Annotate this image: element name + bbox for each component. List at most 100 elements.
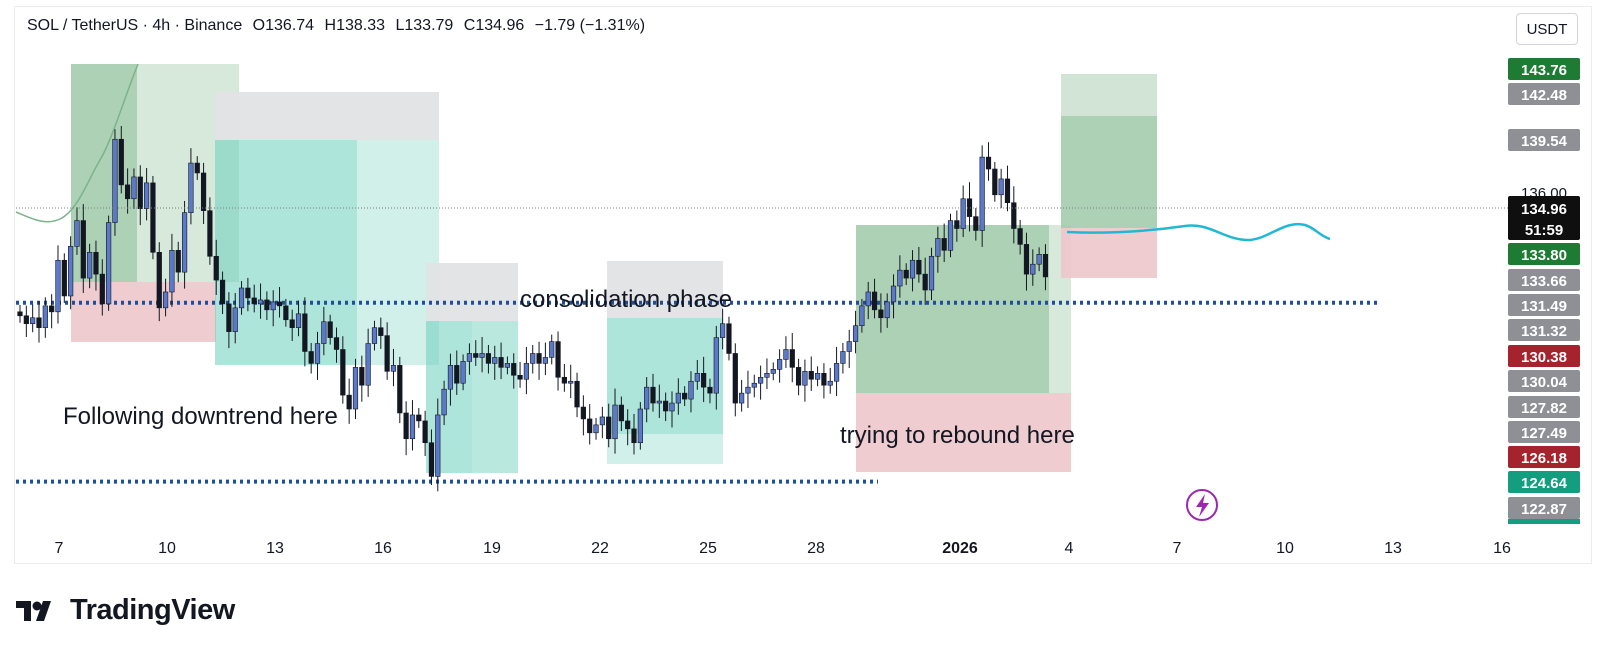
candle[interactable] <box>903 269 909 279</box>
candle[interactable] <box>327 321 333 338</box>
price-label[interactable]: 130.38 <box>1508 345 1580 367</box>
candle[interactable] <box>960 198 966 229</box>
projection-wave[interactable] <box>1066 222 1331 242</box>
candle[interactable] <box>979 156 985 231</box>
candle[interactable] <box>416 414 422 422</box>
candle[interactable] <box>125 184 131 200</box>
candle[interactable] <box>941 238 947 251</box>
candle[interactable] <box>251 297 257 305</box>
candle[interactable] <box>922 273 928 291</box>
candle[interactable] <box>390 365 397 372</box>
price-label[interactable]: 124.64 <box>1508 471 1580 493</box>
candle[interactable] <box>720 323 726 338</box>
lightning-icon[interactable] <box>1186 489 1218 521</box>
candle[interactable] <box>998 178 1004 196</box>
price-label[interactable]: 142.48 <box>1508 83 1580 105</box>
candle[interactable] <box>447 365 454 390</box>
candle[interactable] <box>542 357 548 364</box>
price-axis[interactable]: 143.76142.48139.54136.00134.9651:59133.8… <box>1508 58 1580 524</box>
candle[interactable] <box>852 325 859 342</box>
target-zone[interactable] <box>856 225 1071 393</box>
candle[interactable] <box>909 259 916 279</box>
candle[interactable] <box>770 369 776 374</box>
candle[interactable] <box>878 309 884 319</box>
candle[interactable] <box>207 210 213 257</box>
candle[interactable] <box>162 291 169 309</box>
candle[interactable] <box>479 353 485 358</box>
candle[interactable] <box>574 380 580 408</box>
candle[interactable] <box>68 246 74 297</box>
candle[interactable] <box>928 255 935 291</box>
candle[interactable] <box>409 414 416 440</box>
stop-zone[interactable] <box>426 263 518 321</box>
price-label[interactable]: 122.87 <box>1508 497 1580 519</box>
candle[interactable] <box>112 138 118 223</box>
candle[interactable] <box>504 363 511 368</box>
candle[interactable] <box>593 424 599 434</box>
time-axis[interactable]: 7 10 13 16 19 22 25 28 2026 4 7 10 13 16 <box>55 540 1511 557</box>
candle[interactable] <box>49 305 55 313</box>
price-label[interactable]: 139.54 <box>1508 129 1580 151</box>
candle[interactable] <box>23 315 29 325</box>
candle[interactable] <box>61 259 67 297</box>
candle[interactable] <box>30 317 36 325</box>
candle[interactable] <box>314 343 321 364</box>
price-label[interactable]: 131.32 <box>1508 319 1580 341</box>
candle[interactable] <box>93 252 99 275</box>
candle[interactable] <box>156 252 162 309</box>
candle[interactable] <box>827 380 833 386</box>
price-label[interactable]: 143.76 <box>1508 58 1580 80</box>
target-zone[interactable] <box>1061 74 1157 116</box>
candle[interactable] <box>232 307 238 332</box>
candle[interactable] <box>321 321 327 344</box>
candle[interactable] <box>973 216 979 231</box>
candle[interactable] <box>916 259 922 275</box>
candle[interactable] <box>871 291 878 311</box>
candle[interactable] <box>150 182 156 253</box>
candle[interactable] <box>764 373 770 378</box>
candle[interactable] <box>776 359 783 370</box>
candle[interactable] <box>530 353 536 364</box>
candle[interactable] <box>36 317 42 328</box>
candle[interactable] <box>485 353 492 364</box>
candle[interactable] <box>245 287 251 299</box>
candle[interactable] <box>55 259 61 313</box>
candle[interactable] <box>751 382 757 388</box>
candle[interactable] <box>954 220 960 229</box>
candle[interactable] <box>1042 253 1049 278</box>
price-label[interactable]: 127.49 <box>1508 421 1580 443</box>
candle[interactable] <box>270 301 276 311</box>
candle[interactable] <box>1030 263 1036 275</box>
candle[interactable] <box>625 420 631 430</box>
candle[interactable] <box>181 212 188 273</box>
candle[interactable] <box>523 363 529 380</box>
candle[interactable] <box>238 287 245 309</box>
candle[interactable] <box>106 222 112 305</box>
candle[interactable] <box>694 373 700 382</box>
candle[interactable] <box>536 353 542 364</box>
stop-zone[interactable] <box>215 92 439 140</box>
candle[interactable] <box>1004 178 1011 204</box>
consolidation-annotation[interactable]: consolidation phase <box>520 286 732 313</box>
candle[interactable] <box>511 363 517 376</box>
candle[interactable] <box>454 365 460 384</box>
candle[interactable] <box>612 404 618 440</box>
candle[interactable] <box>219 279 226 305</box>
candle[interactable] <box>713 337 719 394</box>
stop-zone[interactable] <box>71 282 216 342</box>
candle[interactable] <box>87 252 93 279</box>
candle[interactable] <box>333 337 340 350</box>
candle[interactable] <box>99 273 105 305</box>
candle[interactable] <box>365 343 371 386</box>
candle[interactable] <box>732 353 738 404</box>
consolidation-zone[interactable] <box>215 140 357 365</box>
candle[interactable] <box>466 353 473 362</box>
price-label[interactable]: 133.66 <box>1508 269 1580 291</box>
candle[interactable] <box>422 420 428 444</box>
candle[interactable] <box>435 414 441 477</box>
candle[interactable] <box>726 323 732 354</box>
candle[interactable] <box>947 220 954 251</box>
candle[interactable] <box>587 418 593 434</box>
candle[interactable] <box>213 255 219 281</box>
